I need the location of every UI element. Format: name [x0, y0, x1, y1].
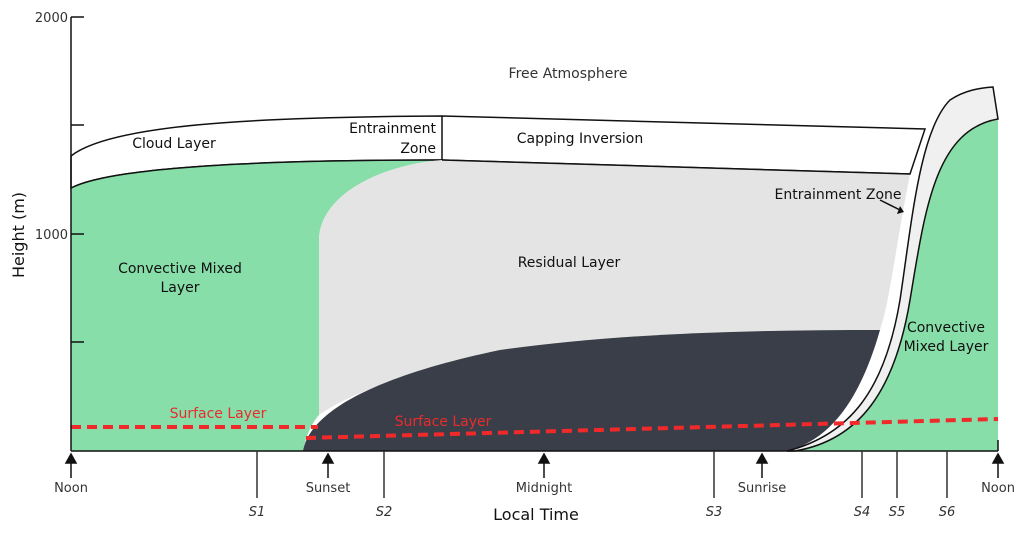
free-atmosphere-label: Free Atmosphere [509, 66, 628, 82]
y-axis-label: Height (m) [9, 192, 28, 278]
y-tick-2000: 2000 [35, 11, 68, 26]
surface-layer-line-night [305, 417, 999, 440]
station-s2: S2 [376, 505, 393, 520]
entrainment-zone-top-text-line2: Zone [400, 141, 436, 157]
station-s1: S1 [249, 505, 266, 520]
arrow-up-icon [991, 452, 1005, 464]
cloud-layer-label: Cloud Layer [132, 136, 216, 152]
entrainment-zone-band [786, 86, 999, 452]
y-tick-1000: 1000 [35, 228, 68, 243]
entrainment-zone-top-label: Entrainment Zone [349, 121, 436, 157]
x-event-sunset: Sunset [306, 481, 351, 496]
arrow-up-icon [64, 452, 78, 464]
station-s5: S5 [889, 505, 906, 520]
stable-boundary-layer [303, 330, 880, 451]
x-event-sunrise: Sunrise [738, 481, 786, 496]
station-s6: S6 [939, 505, 956, 520]
x-event-midnight: Midnight [516, 481, 573, 496]
pointer-arrow-icon [879, 199, 903, 212]
residual-layer-label: Residual Layer [518, 255, 621, 271]
convective-mixed-layer-left [71, 160, 442, 451]
surface-layer-label-night: Surface Layer [395, 414, 492, 430]
capping-inversion-label: Capping Inversion [517, 131, 644, 147]
x-event-noon-start: Noon [54, 481, 88, 496]
arrow-up-icon [537, 452, 551, 464]
x-event-noon-end: Noon [981, 481, 1015, 496]
entrainment-zone-top-text: Entrainment [349, 121, 436, 137]
residual-layer [319, 160, 910, 415]
convective-left-label: Convective Mixed Layer [118, 261, 242, 296]
station-s4: S4 [854, 505, 871, 520]
station-s3: S3 [706, 505, 723, 520]
arrow-up-icon [321, 452, 335, 464]
arrow-up-icon [755, 452, 769, 464]
surface-layer-label-day: Surface Layer [170, 406, 267, 422]
convective-mixed-layer-right [795, 120, 998, 451]
entrainment-zone-right-label: Entrainment Zone [774, 187, 901, 203]
convective-right-label: Convective Mixed Layer [903, 320, 989, 355]
x-axis-label: Local Time [493, 505, 579, 524]
